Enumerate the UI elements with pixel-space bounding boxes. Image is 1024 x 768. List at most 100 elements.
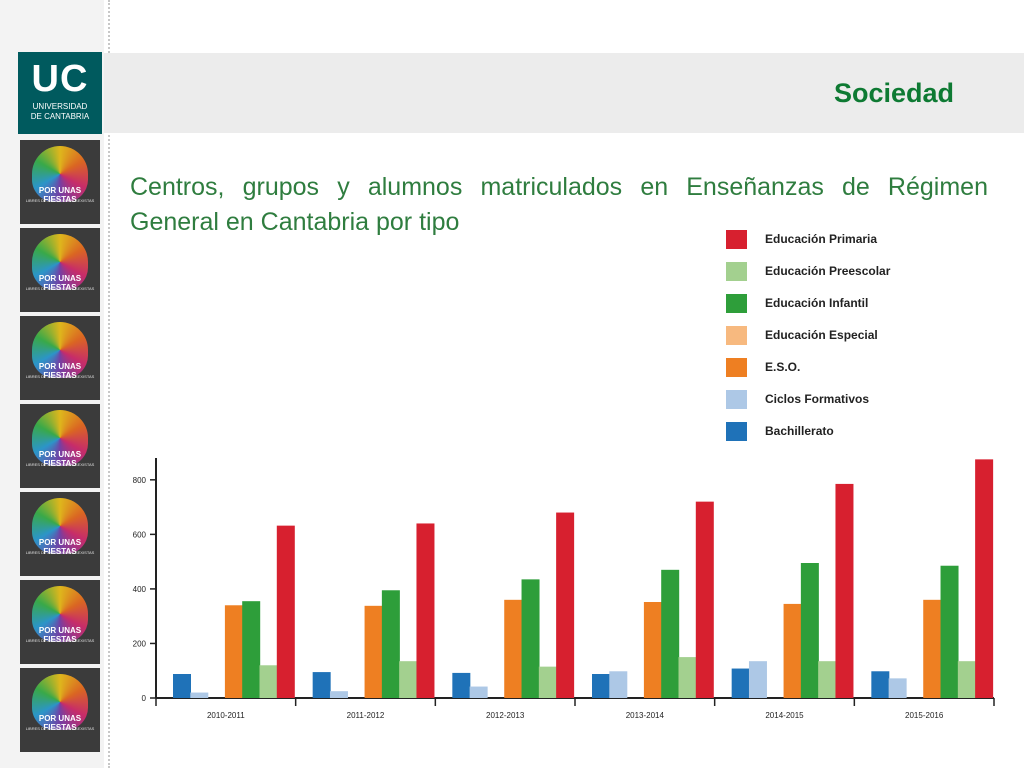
hand-icon <box>32 674 88 730</box>
bar <box>538 666 557 698</box>
thumbnail: POR UNAS FIESTAS LIBRES DE AGRESIONES SEX… <box>20 580 100 664</box>
bar <box>469 686 488 698</box>
logo-line1: UNIVERSIDAD <box>32 102 88 111</box>
bar <box>452 672 471 698</box>
thumbnail: POR UNAS FIESTAS LIBRES DE AGRESIONES SEX… <box>20 668 100 752</box>
bar <box>783 603 802 698</box>
bar <box>678 657 697 698</box>
logo-line2: DE CANTABRIA <box>30 112 90 121</box>
y-tick-label: 200 <box>133 639 147 648</box>
thumbnail-subtitle: LIBRES DE AGRESIONES SEXISTAS <box>25 638 95 643</box>
hand-icon <box>32 410 88 466</box>
legend-item: Ciclos Formativos <box>726 383 890 415</box>
bar <box>416 523 435 698</box>
bar <box>312 672 331 698</box>
bar <box>173 674 191 698</box>
thumbnail-subtitle: LIBRES DE AGRESIONES SEXISTAS <box>25 550 95 555</box>
bar <box>871 671 890 698</box>
legend-item: Educación Especial <box>726 319 890 351</box>
bar <box>695 501 714 698</box>
bar <box>975 459 994 698</box>
bar <box>800 563 819 698</box>
bar <box>276 525 295 698</box>
divider-line <box>108 0 110 768</box>
thumbnail-title: POR UNAS FIESTAS <box>38 538 82 556</box>
bar <box>888 678 907 698</box>
bar <box>643 602 662 698</box>
slide-title: Centros, grupos y alumnos matriculados e… <box>130 173 988 236</box>
legend-item: Educación Infantil <box>726 287 890 319</box>
bar <box>748 661 767 698</box>
x-tick-label: 2011-2012 <box>347 711 385 720</box>
chart-legend: Educación Primaria Educación Preescolar Ed… <box>726 223 890 447</box>
y-tick-label: 0 <box>142 694 147 703</box>
logo-mark: UC <box>31 58 89 100</box>
thumbnail-title: POR UNAS FIESTAS <box>38 186 82 204</box>
bar <box>259 665 278 698</box>
legend-label: Bachillerato <box>765 424 834 438</box>
thumbnail-title: POR UNAS FIESTAS <box>38 362 82 380</box>
thumbnail-subtitle: LIBRES DE AGRESIONES SEXISTAS <box>25 198 95 203</box>
bar <box>521 579 540 698</box>
header-band <box>104 53 1024 133</box>
bar <box>923 599 942 698</box>
thumbnail: POR UNAS FIESTAS LIBRES DE AGRESIONES SEX… <box>20 492 100 576</box>
bar <box>957 661 976 698</box>
legend-item: Bachillerato <box>726 415 890 447</box>
bar <box>399 661 418 698</box>
bar <box>224 605 243 698</box>
x-tick-label: 2010-2011 <box>207 711 245 720</box>
thumbnail: POR UNAS FIESTAS LIBRES DE AGRESIONES SEX… <box>20 228 100 312</box>
bar <box>504 599 523 698</box>
x-tick-label: 2013-2014 <box>626 711 665 720</box>
bar <box>609 671 628 698</box>
thumbnail-title: POR UNAS FIESTAS <box>38 450 82 468</box>
bar <box>731 668 750 698</box>
legend-swatch <box>726 293 747 313</box>
y-tick-label: 400 <box>133 585 147 594</box>
bar <box>381 590 400 698</box>
legend-item: Educación Preescolar <box>726 255 890 287</box>
legend-label: Ciclos Formativos <box>765 392 870 406</box>
thumbnail-subtitle: LIBRES DE AGRESIONES SEXISTAS <box>25 374 95 379</box>
bar <box>940 565 959 698</box>
y-tick-label: 600 <box>133 530 147 539</box>
bar <box>364 605 383 698</box>
thumbnail-title: POR UNAS FIESTAS <box>38 626 82 644</box>
bar <box>835 483 854 698</box>
legend-label: E.S.O. <box>765 360 801 374</box>
bar <box>329 691 348 698</box>
legend-swatch <box>726 357 747 377</box>
legend-label: Educación Primaria <box>765 232 878 246</box>
x-tick-label: 2015-2016 <box>905 711 944 720</box>
bar <box>592 674 610 698</box>
section-title: Sociedad <box>833 78 954 108</box>
university-logo: UC UNIVERSIDAD DE CANTABRIA <box>18 52 102 134</box>
hand-icon <box>32 498 88 554</box>
hand-icon <box>32 234 88 290</box>
thumbnail-subtitle: LIBRES DE AGRESIONES SEXISTAS <box>25 462 95 467</box>
x-tick-label: 2012-2013 <box>486 711 525 720</box>
bar <box>242 601 261 698</box>
thumbnail: POR UNAS FIESTAS LIBRES DE AGRESIONES SEX… <box>20 140 100 224</box>
legend-item: E.S.O. <box>726 351 890 383</box>
legend-swatch <box>726 261 747 281</box>
y-tick-label: 800 <box>133 476 147 485</box>
bar <box>661 569 680 698</box>
hand-icon <box>32 322 88 378</box>
bar <box>190 692 209 698</box>
legend-item: Educación Primaria <box>726 223 890 255</box>
hand-icon <box>32 146 88 202</box>
thumbnail-subtitle: LIBRES DE AGRESIONES SEXISTAS <box>25 286 95 291</box>
legend-swatch <box>726 229 747 249</box>
x-tick-label: 2014-2015 <box>765 711 804 720</box>
legend-label: Educación Preescolar <box>765 264 891 278</box>
bar <box>818 661 837 698</box>
thumbnail-title: POR UNAS FIESTAS <box>38 714 82 732</box>
legend-swatch <box>726 389 747 409</box>
thumbnail: POR UNAS FIESTAS LIBRES DE AGRESIONES SEX… <box>20 404 100 488</box>
legend-swatch <box>726 421 747 441</box>
hand-icon <box>32 586 88 642</box>
thumbnail-subtitle: LIBRES DE AGRESIONES SEXISTAS <box>25 726 95 731</box>
